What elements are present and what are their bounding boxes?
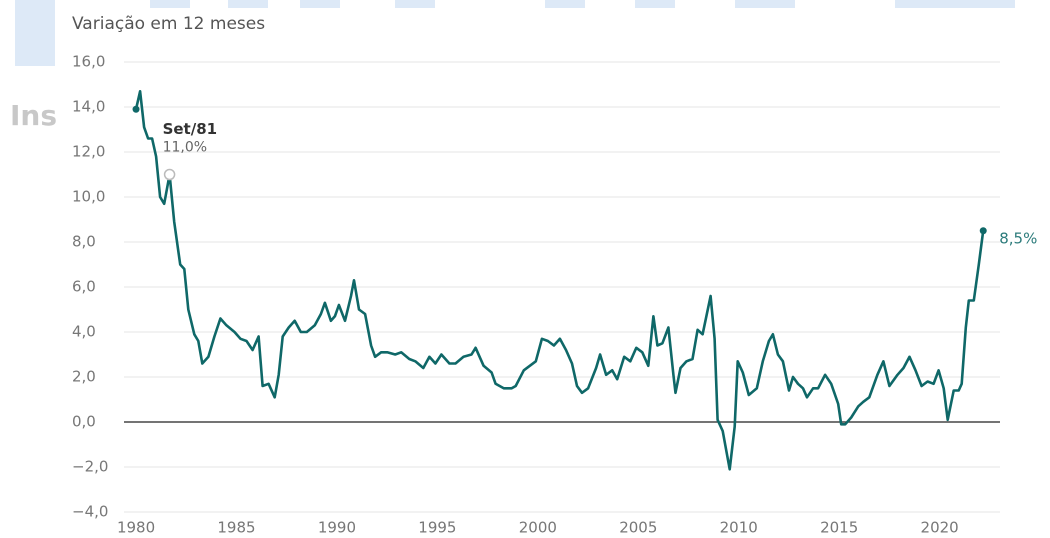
y-tick-label: −4,0 [72, 503, 108, 521]
end-label: 8,5% [999, 229, 1037, 247]
x-tick-label: 2010 [720, 519, 758, 537]
y-tick-label: 10,0 [72, 188, 105, 206]
x-tick-label: 2000 [519, 519, 557, 537]
y-tick-label: 14,0 [72, 98, 105, 116]
y-tick-label: 6,0 [72, 278, 96, 296]
y-tick-label: 2,0 [72, 368, 96, 386]
x-tick-label: 2015 [820, 519, 858, 537]
x-tick-label: 1990 [318, 519, 356, 537]
end-point [132, 105, 140, 113]
y-tick-label: 12,0 [72, 143, 105, 161]
y-tick-label: −2,0 [72, 458, 108, 476]
chart-subtitle: Variação em 12 meses [72, 14, 265, 34]
annotation-text: 11,0% [163, 140, 207, 156]
x-tick-label: 1995 [418, 519, 456, 537]
x-tick-label: 1980 [117, 519, 155, 537]
y-tick-label: 0,0 [72, 413, 96, 431]
annotation-marker [163, 168, 176, 181]
y-tick-label: 4,0 [72, 323, 96, 341]
background-text: Ins [10, 99, 57, 132]
data-line [134, 90, 985, 471]
x-tick-label: 2005 [619, 519, 657, 537]
x-tick-label: 2020 [921, 519, 959, 537]
background-decor [15, 0, 1015, 66]
x-tick-label: 1985 [217, 519, 255, 537]
end-point [979, 227, 987, 235]
y-tick-label: 16,0 [72, 53, 105, 71]
y-tick-label: 8,0 [72, 233, 96, 251]
annotation-title: Set/81 [163, 120, 218, 138]
